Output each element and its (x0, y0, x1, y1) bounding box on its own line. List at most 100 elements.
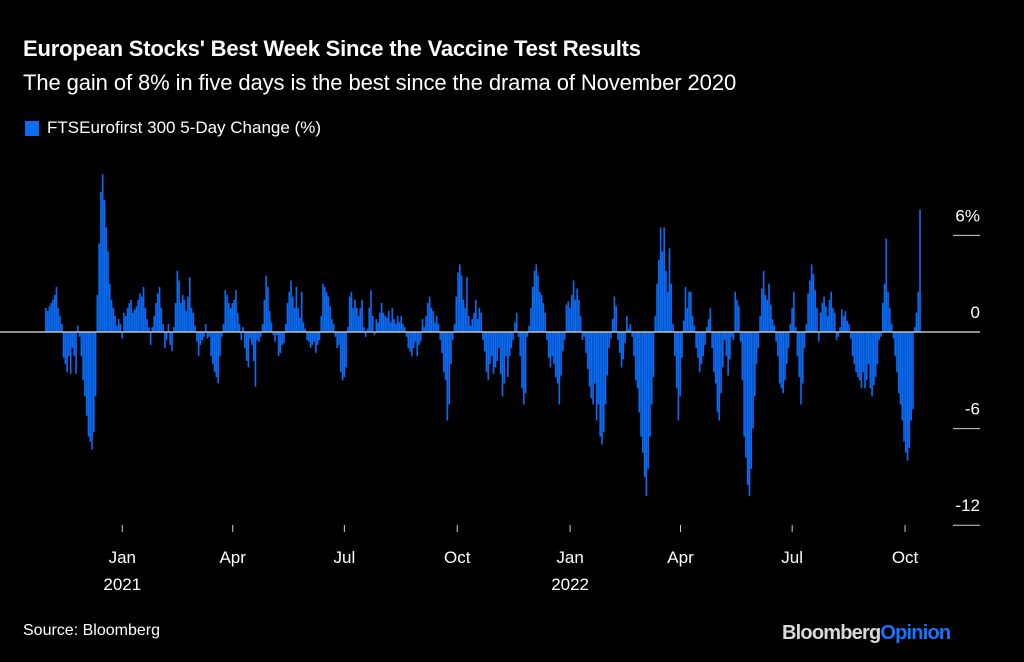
x-tick-label: Jul (333, 548, 355, 567)
bar (80, 332, 83, 357)
bar (608, 332, 610, 349)
bar (565, 304, 568, 332)
bar (769, 304, 772, 332)
bar (741, 332, 744, 381)
bar (76, 325, 79, 332)
bar (313, 332, 315, 342)
bar (842, 315, 845, 332)
bar (467, 315, 470, 332)
bar (453, 323, 456, 332)
bar (66, 332, 68, 373)
bar (647, 332, 649, 469)
bar (339, 332, 342, 373)
bar (361, 299, 363, 332)
bar (674, 332, 676, 357)
bar (105, 227, 108, 332)
legend: FTSEurofirst 300 5-Day Change (%) (25, 118, 321, 138)
bar (817, 332, 820, 342)
bar (633, 332, 635, 357)
bar (254, 332, 257, 387)
bar (171, 332, 173, 352)
bar (782, 332, 785, 394)
bar (890, 323, 893, 332)
bar (530, 307, 532, 332)
bar (901, 332, 904, 421)
bar (805, 323, 808, 332)
bar (409, 332, 411, 352)
bar (416, 332, 418, 357)
bar (851, 332, 854, 357)
bar (739, 332, 742, 342)
bar (380, 303, 383, 332)
bar (165, 332, 168, 341)
bar (874, 332, 877, 378)
bar (418, 332, 420, 345)
bar (265, 275, 267, 332)
bar (423, 327, 426, 332)
bar (602, 332, 605, 432)
bar (570, 294, 573, 332)
bar (814, 290, 817, 332)
bar (258, 332, 260, 342)
bar (343, 332, 346, 378)
bar (414, 332, 417, 342)
bar (396, 315, 399, 332)
bar (809, 280, 811, 332)
bar (764, 294, 767, 332)
bar (538, 291, 541, 332)
bar (617, 332, 619, 341)
bar (642, 332, 644, 453)
chart-subtitle: The gain of 8% in five days is the best … (23, 70, 737, 95)
bar (837, 332, 840, 337)
bar (158, 286, 161, 332)
bar (803, 332, 806, 349)
bar (757, 332, 760, 349)
bar (48, 306, 51, 332)
bar (270, 322, 273, 332)
bar (855, 332, 857, 373)
bar (412, 332, 415, 349)
bar (650, 332, 653, 405)
bar (693, 325, 696, 332)
bar (398, 322, 401, 332)
bar (359, 307, 362, 332)
bars-group (45, 174, 921, 497)
bar (336, 332, 339, 349)
bar (652, 332, 655, 378)
bar (583, 332, 586, 337)
chart-title: European Stocks' Best Week Since the Vac… (23, 36, 641, 61)
x-tick-label: Oct (892, 548, 919, 567)
bar (869, 332, 872, 389)
bar (466, 277, 468, 332)
bar (142, 286, 145, 332)
bar (419, 332, 422, 342)
bar (672, 323, 674, 332)
bar (52, 299, 54, 332)
bar (96, 294, 99, 332)
bar (835, 332, 838, 341)
bar (826, 315, 829, 332)
bar (107, 251, 109, 332)
bar (885, 238, 888, 332)
bar (640, 332, 642, 437)
bar (915, 312, 918, 332)
bar (45, 307, 47, 332)
bar (345, 332, 347, 368)
bar (690, 291, 692, 332)
source-note: Source: Bloomberg (23, 622, 160, 639)
bar (521, 332, 523, 389)
bar (290, 280, 292, 332)
bar (889, 307, 891, 332)
bar (387, 311, 390, 332)
bar (553, 332, 555, 365)
bar (327, 296, 330, 332)
bar (599, 332, 602, 437)
bar (114, 315, 116, 332)
bar (354, 299, 356, 332)
bar (311, 332, 314, 345)
bar (212, 332, 214, 365)
bar (727, 332, 729, 376)
bar (297, 307, 299, 332)
bar (841, 309, 843, 332)
bar (547, 332, 550, 358)
